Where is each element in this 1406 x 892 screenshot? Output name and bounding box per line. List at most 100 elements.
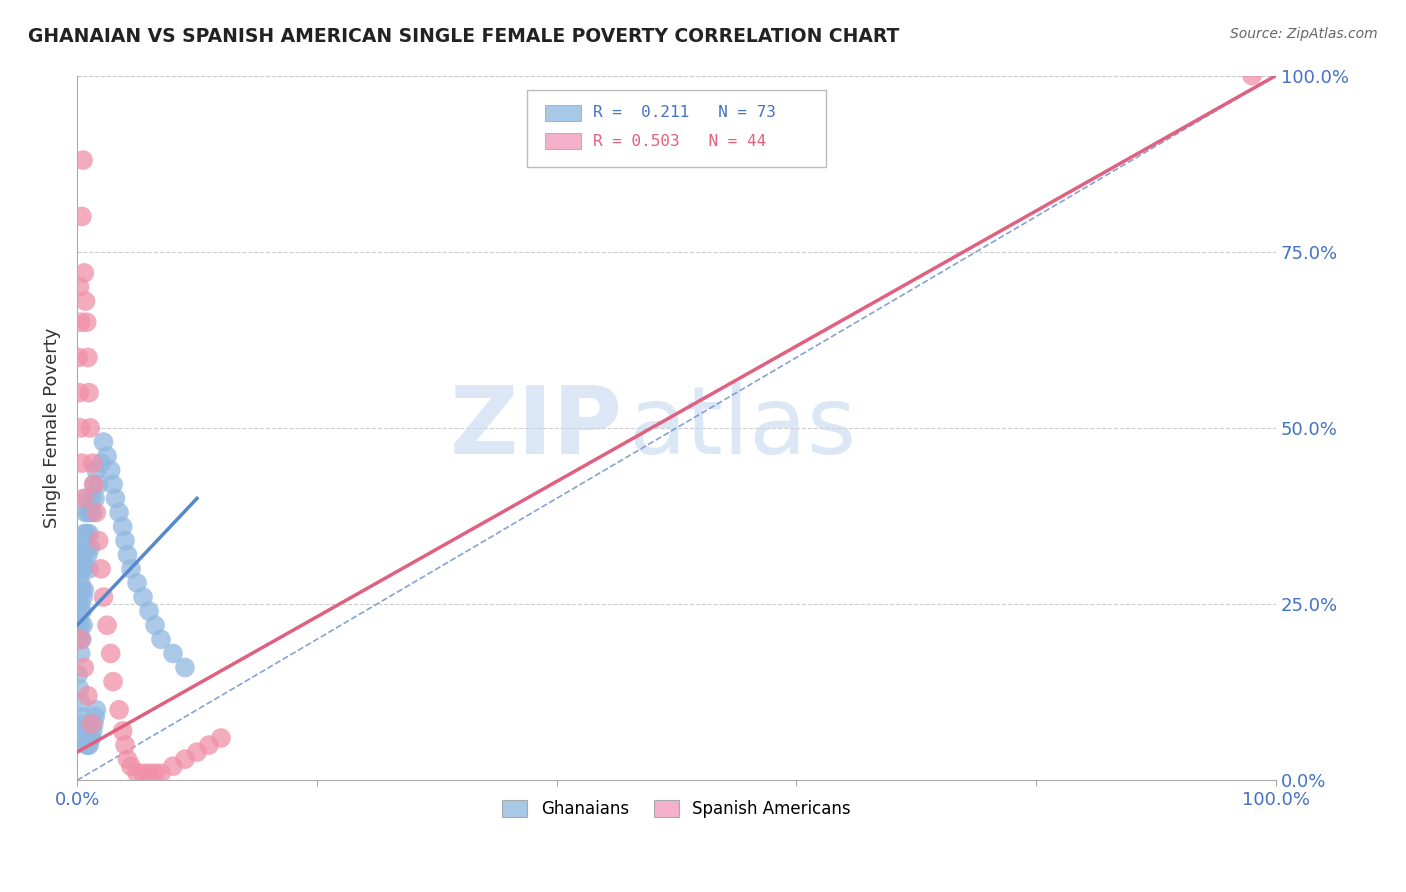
Point (84, 710, 107, 724)
Point (80, 717, 103, 731)
Point (73, 723, 96, 738)
Point (69, 604, 91, 618)
Point (69, 421, 91, 435)
Point (84, 703, 107, 717)
Point (138, 604, 160, 618)
Point (79, 541, 101, 555)
Point (101, 674, 124, 689)
Point (70, 604, 93, 618)
Point (93, 590, 115, 604)
Point (198, 738, 221, 752)
Point (72, 491, 94, 506)
Point (69, 632, 91, 647)
Point (82, 723, 104, 738)
Point (70, 456, 93, 470)
Point (70, 710, 93, 724)
Point (150, 766, 173, 780)
Point (70, 632, 93, 647)
FancyBboxPatch shape (544, 105, 581, 120)
Point (73, 582, 96, 597)
Point (100, 463, 122, 477)
Point (87, 533, 110, 548)
Point (77, 351, 100, 365)
Y-axis label: Single Female Poverty: Single Female Poverty (44, 327, 60, 528)
Point (79, 506, 101, 520)
Point (77, 385, 100, 400)
Point (72, 618, 94, 632)
Point (69, 315, 91, 329)
Point (174, 660, 197, 674)
Point (96, 449, 118, 463)
Point (69, 562, 91, 576)
Point (72, 717, 94, 731)
Point (100, 647, 122, 661)
Text: R =  0.211   N = 73: R = 0.211 N = 73 (592, 105, 776, 120)
Point (209, 731, 232, 745)
Point (73, 526, 96, 541)
Point (73, 660, 96, 674)
Point (69, 280, 91, 294)
Point (72, 562, 94, 576)
Text: atlas: atlas (628, 382, 856, 474)
Point (108, 506, 131, 520)
Point (77, 562, 100, 576)
Point (150, 632, 173, 647)
Point (69, 618, 91, 632)
Point (69, 385, 91, 400)
Point (111, 519, 134, 533)
Point (143, 766, 166, 780)
Point (80, 731, 103, 745)
Point (69, 597, 91, 611)
Point (75, 293, 97, 308)
Point (76, 526, 98, 541)
Point (75, 506, 97, 520)
Point (90, 456, 112, 470)
Text: GHANAIAN VS SPANISH AMERICAN SINGLE FEMALE POVERTY CORRELATION CHART: GHANAIAN VS SPANISH AMERICAN SINGLE FEMA… (28, 27, 900, 45)
Point (72, 153, 94, 167)
Text: ZIP: ZIP (450, 382, 623, 474)
Point (77, 506, 100, 520)
Point (114, 738, 136, 752)
Point (111, 723, 134, 738)
Point (87, 477, 110, 491)
Point (117, 752, 139, 766)
Point (79, 731, 101, 745)
Point (72, 590, 94, 604)
Point (67, 667, 90, 681)
Point (84, 463, 107, 477)
Point (125, 766, 148, 780)
Point (75, 731, 97, 745)
Point (67, 597, 90, 611)
Point (73, 266, 96, 280)
Point (82, 456, 104, 470)
Point (77, 689, 100, 703)
Point (83, 477, 105, 491)
Point (67, 351, 90, 365)
Point (69, 632, 91, 647)
Point (72, 541, 94, 555)
Point (77, 526, 100, 541)
Point (76, 491, 98, 506)
Point (186, 745, 208, 759)
Text: R = 0.503   N = 44: R = 0.503 N = 44 (592, 134, 766, 149)
Point (69, 582, 91, 597)
Point (132, 766, 155, 780)
Point (77, 738, 100, 752)
Point (117, 548, 139, 562)
Point (138, 766, 160, 780)
Point (84, 491, 107, 506)
Point (69, 576, 91, 591)
Point (101, 477, 124, 491)
Point (162, 647, 184, 661)
Point (104, 491, 127, 506)
Point (1240, 69, 1263, 83)
Point (120, 759, 142, 773)
Point (96, 618, 118, 632)
Legend: Ghanaians, Spanish Americans: Ghanaians, Spanish Americans (496, 793, 858, 825)
Point (143, 618, 166, 632)
Point (70, 562, 93, 576)
Point (67, 618, 90, 632)
Point (75, 541, 97, 555)
Point (90, 562, 112, 576)
Point (76, 738, 98, 752)
